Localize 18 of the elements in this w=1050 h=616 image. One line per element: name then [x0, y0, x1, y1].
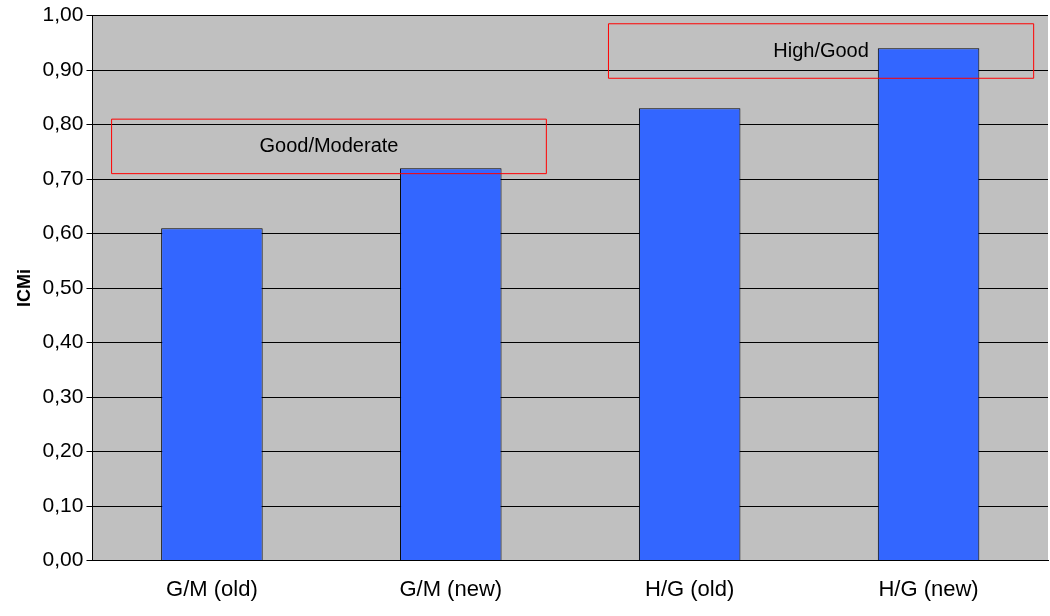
y-tick-label: 1,00 — [42, 2, 84, 26]
x-tick-label: G/M (new) — [399, 575, 503, 601]
y-tick-label: 0,30 — [42, 383, 84, 407]
y-axis-title: ICMi — [13, 269, 34, 308]
y-tick-label: 0,90 — [42, 56, 84, 80]
annotation: High/Good — [773, 38, 869, 61]
y-tick-label: 0,00 — [42, 547, 84, 571]
y-tick-label: 0,70 — [42, 165, 84, 189]
y-tick-label: 0,20 — [42, 438, 84, 462]
y-tick-label: 0,60 — [42, 220, 84, 244]
x-tick-label: H/G (new) — [878, 575, 979, 601]
y-tick-label: 0,10 — [42, 492, 84, 516]
y-tick-label: 0,50 — [42, 274, 84, 298]
y-tick-label: 0,40 — [42, 329, 84, 353]
x-tick-label: G/M (old) — [166, 575, 258, 601]
y-tick-label: 0,80 — [42, 111, 84, 135]
x-tick-label: H/G (old) — [645, 575, 735, 601]
annotation: Good/Moderate — [259, 133, 399, 156]
